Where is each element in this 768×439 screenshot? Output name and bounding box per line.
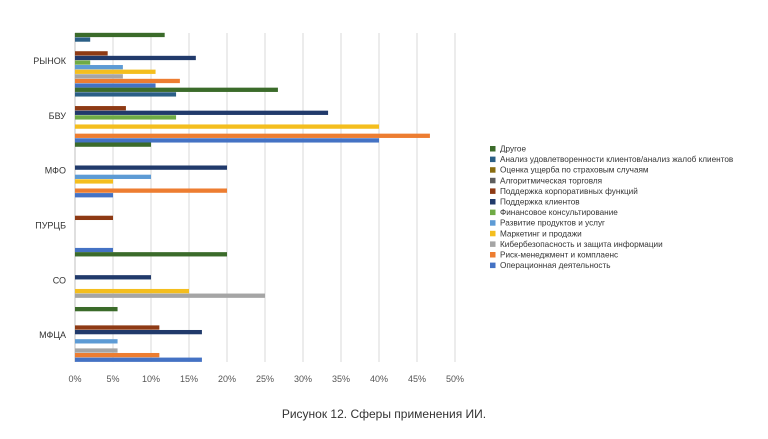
legend-label: Операционная деятельность bbox=[500, 261, 611, 270]
legend-label: Другое bbox=[500, 145, 526, 154]
legend-swatch bbox=[490, 177, 496, 184]
bar bbox=[75, 165, 227, 170]
bar bbox=[75, 110, 329, 115]
legend-label: Алгоритмическая торговля bbox=[500, 176, 602, 185]
legend-label: Кибербезопасность и защита информации bbox=[500, 240, 663, 249]
legend-label: Оценка ущерба по страховым случаям bbox=[500, 166, 649, 175]
legend-swatch bbox=[490, 230, 496, 237]
x-tick-label: 5% bbox=[106, 374, 119, 384]
bar bbox=[75, 179, 113, 184]
bar bbox=[75, 74, 123, 79]
x-tick-label: 30% bbox=[294, 374, 312, 384]
bar bbox=[75, 87, 278, 92]
bar bbox=[75, 32, 165, 38]
legend-swatch bbox=[490, 220, 496, 226]
legend-label: Поддержка клиентов bbox=[500, 198, 580, 207]
legend-swatch bbox=[490, 156, 496, 163]
bar bbox=[75, 352, 160, 358]
bar bbox=[75, 247, 113, 253]
bar bbox=[75, 252, 227, 257]
legend-swatch bbox=[490, 146, 496, 152]
x-tick-label: 35% bbox=[332, 374, 350, 384]
bar bbox=[75, 293, 265, 298]
legend-swatch bbox=[490, 209, 496, 216]
category-label: СО bbox=[53, 275, 66, 285]
x-tick-label: 25% bbox=[256, 374, 274, 384]
category-label: ПУРЦБ bbox=[35, 220, 66, 230]
bar bbox=[75, 357, 202, 362]
bar bbox=[75, 51, 108, 56]
bar bbox=[75, 174, 151, 179]
category-label: МФЦА bbox=[39, 330, 66, 340]
x-tick-label: 10% bbox=[142, 374, 160, 384]
bar bbox=[75, 133, 430, 138]
bar bbox=[75, 188, 227, 193]
bar-chart: 0% 5% 10% 15% 20% 25% 30% 35% 40% 45% 50% РЫНОК БВУ М… bbox=[33, 32, 733, 384]
bar bbox=[75, 65, 123, 70]
bar bbox=[75, 92, 177, 97]
x-tick-label: 50% bbox=[446, 374, 464, 384]
legend-swatch bbox=[490, 188, 496, 194]
bar bbox=[75, 69, 156, 74]
legend-label: Развитие продуктов и услуг bbox=[500, 219, 605, 228]
legend-label: Риск-менеджмент и комплаенс bbox=[500, 251, 618, 260]
legend-swatch bbox=[490, 167, 496, 173]
bar bbox=[75, 348, 118, 353]
legend-label: Анализ удовлетворенности клиентов/анализ… bbox=[500, 155, 733, 164]
x-tick-label: 45% bbox=[408, 374, 426, 384]
bar bbox=[75, 60, 91, 65]
x-tick-label: 0% bbox=[68, 374, 81, 384]
bar bbox=[75, 325, 160, 330]
legend-swatch bbox=[490, 199, 496, 205]
bar bbox=[75, 306, 118, 312]
category-label: БВУ bbox=[49, 111, 67, 121]
category-label: РЫНОК bbox=[33, 56, 66, 66]
bar bbox=[75, 142, 151, 147]
bar bbox=[75, 339, 118, 344]
legend-swatch bbox=[490, 252, 496, 258]
legend-swatch bbox=[490, 262, 496, 269]
x-tick-label: 40% bbox=[370, 374, 388, 384]
x-tick-label: 20% bbox=[218, 374, 236, 384]
bar bbox=[75, 138, 379, 143]
bar bbox=[75, 193, 113, 198]
bar bbox=[75, 37, 91, 42]
bar bbox=[75, 78, 180, 84]
legend-label: Финансовое консультирование bbox=[500, 208, 618, 217]
bar bbox=[75, 288, 189, 294]
bar bbox=[75, 83, 156, 88]
bar bbox=[75, 124, 379, 129]
figure-caption: Рисунок 12. Сферы применения ИИ. bbox=[281, 407, 487, 421]
bar bbox=[75, 106, 126, 111]
legend-label: Маркетинг и продажи bbox=[500, 229, 582, 238]
x-tick-label: 15% bbox=[180, 374, 198, 384]
category-label: МФО bbox=[45, 166, 66, 176]
bar bbox=[75, 215, 113, 221]
legend-label: Поддержка корпоративных функций bbox=[500, 187, 638, 196]
legend-swatch bbox=[490, 241, 496, 247]
bar bbox=[75, 329, 202, 335]
bar bbox=[75, 275, 151, 280]
bar bbox=[75, 55, 196, 61]
bar bbox=[75, 115, 177, 120]
